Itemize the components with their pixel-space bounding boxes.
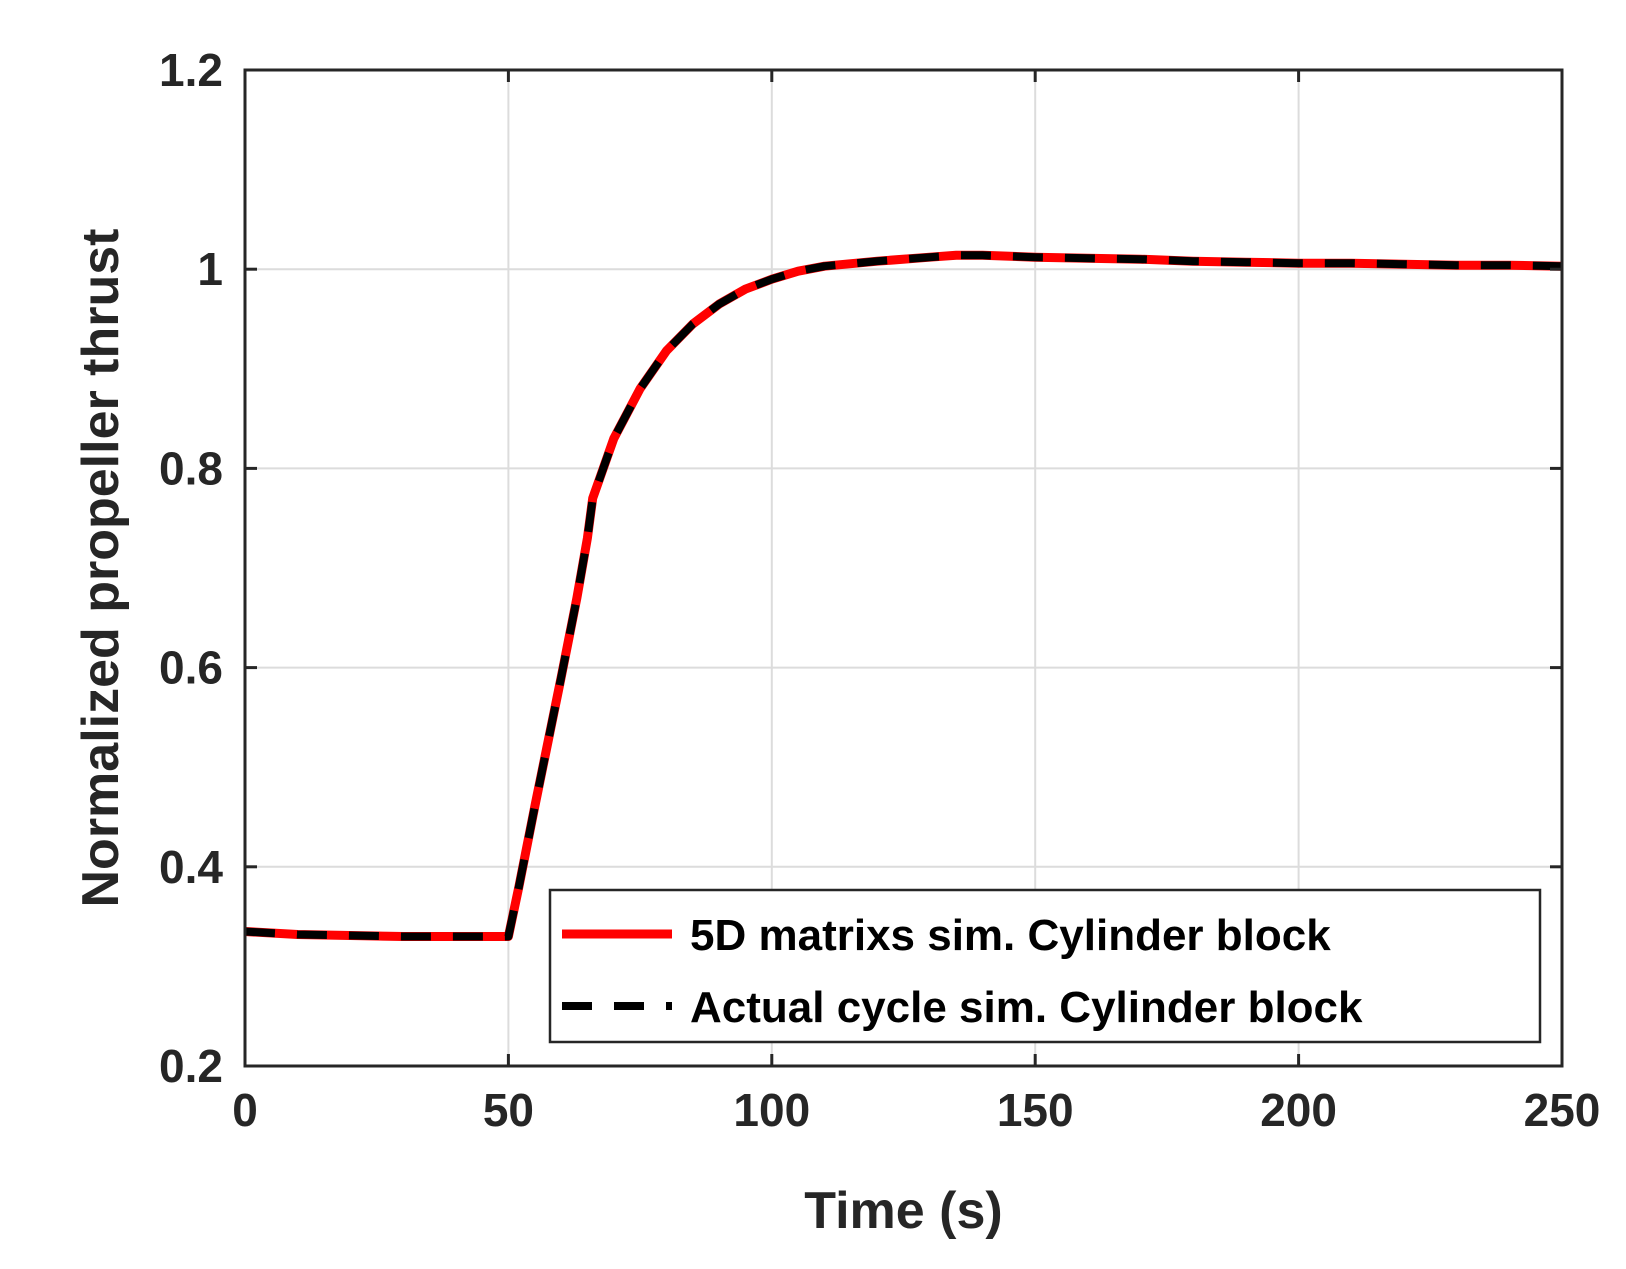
x-axis-label: Time (s) <box>804 1182 1002 1240</box>
series-line-actual-cycle <box>244 251 1563 941</box>
y-tick-label: 1.2 <box>159 44 223 96</box>
x-tick-label: 250 <box>1524 1084 1601 1136</box>
y-axis-label: Normalized propeller thrust <box>72 229 130 908</box>
legend: 5D matrixs sim. Cylinder block Actual cy… <box>548 888 1542 1044</box>
legend-box <box>548 888 1542 1044</box>
x-tick-label: 0 <box>232 1084 258 1136</box>
x-tick-label: 200 <box>1260 1084 1337 1136</box>
grid <box>244 69 1563 1067</box>
y-tick-label: 0.8 <box>159 442 223 494</box>
legend-label-actual-cycle: Actual cycle sim. Cylinder block <box>690 983 1363 1032</box>
axes-frame <box>243 68 1564 1068</box>
y-tick-label: 1 <box>197 243 223 295</box>
x-tick-label: 50 <box>483 1084 534 1136</box>
plot-area <box>244 250 1563 941</box>
ticks: 0 50 100 150 200 250 0.2 0.4 0.6 0.8 1 1.2 <box>159 44 1600 1136</box>
x-tick-label: 150 <box>997 1084 1074 1136</box>
y-tick-label: 0.2 <box>159 1040 223 1092</box>
legend-label-5d-matrixs: 5D matrixs sim. Cylinder block <box>690 911 1331 960</box>
y-tick-label: 0.6 <box>159 642 223 694</box>
y-tick-label: 0.4 <box>159 841 223 893</box>
x-tick-label: 100 <box>733 1084 810 1136</box>
